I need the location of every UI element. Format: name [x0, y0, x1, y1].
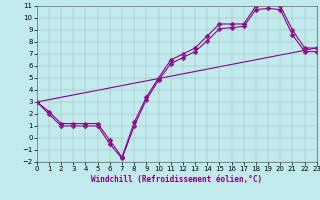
X-axis label: Windchill (Refroidissement éolien,°C): Windchill (Refroidissement éolien,°C) [91, 175, 262, 184]
